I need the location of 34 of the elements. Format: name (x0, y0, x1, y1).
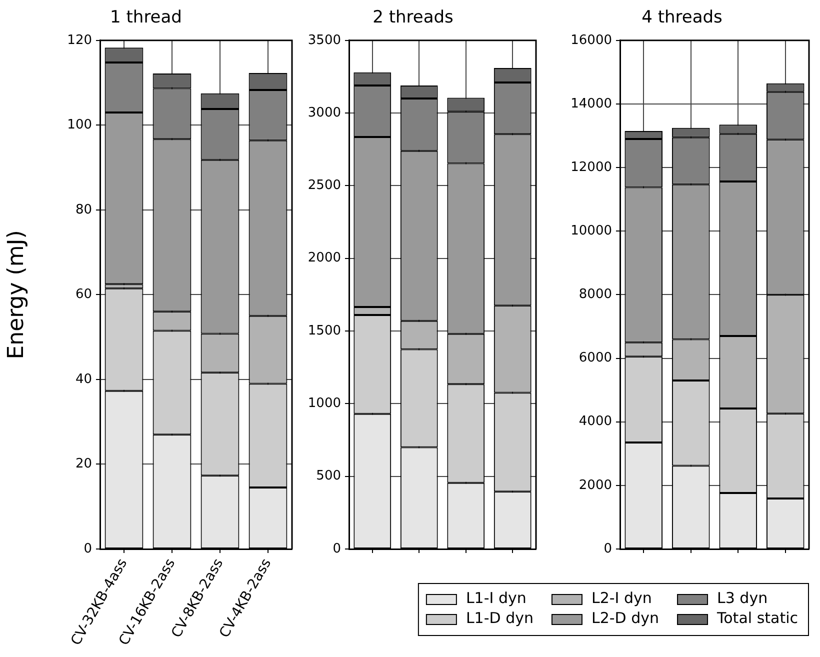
y-tick-label: 14000 (570, 96, 612, 112)
y-tick-label: 60 (75, 287, 92, 302)
legend-label: L1-D dyn (466, 608, 534, 627)
y-tick-label: 2000 (308, 250, 341, 266)
legend-label: L3 dyn (717, 588, 768, 607)
legend-label: Total static (716, 608, 798, 627)
y-tick-label: 0 (84, 541, 92, 556)
y-tick-label: 120 (67, 32, 92, 48)
y-tick-label: 4000 (578, 414, 612, 430)
chart-title: 2 threads (372, 8, 454, 28)
y-tick-label: 6000 (578, 350, 612, 366)
legend-label: L1-I dyn (466, 588, 526, 607)
y-tick-label: 3000 (308, 105, 341, 120)
chart-title: 4 threads (642, 8, 723, 28)
legend-label: L2-I dyn (591, 588, 652, 607)
y-tick-label: 2000 (578, 478, 612, 493)
y-tick-label: 1500 (308, 323, 341, 338)
y-tick-label: 12000 (570, 160, 612, 175)
y-tick-label: 80 (75, 202, 92, 218)
y-axis-title: Energy (mJ) (4, 230, 29, 360)
y-tick-label: 40 (75, 372, 92, 387)
legend-label: L2-D dyn (591, 608, 660, 627)
y-tick-label: 500 (316, 468, 341, 484)
y-tick-label: 2500 (308, 178, 341, 194)
y-tick-label: 20 (75, 456, 92, 472)
y-tick-label: 100 (67, 118, 92, 133)
y-tick-label: 0 (604, 541, 612, 556)
y-tick-label: 16000 (570, 32, 612, 48)
y-tick-label: 1000 (308, 396, 341, 412)
y-tick-label: 8000 (578, 287, 612, 302)
y-tick-label: 0 (332, 541, 341, 556)
chart-title: 1 thread (110, 8, 182, 28)
y-tick-label: 3500 (308, 32, 341, 48)
y-tick-label: 10000 (570, 224, 612, 238)
